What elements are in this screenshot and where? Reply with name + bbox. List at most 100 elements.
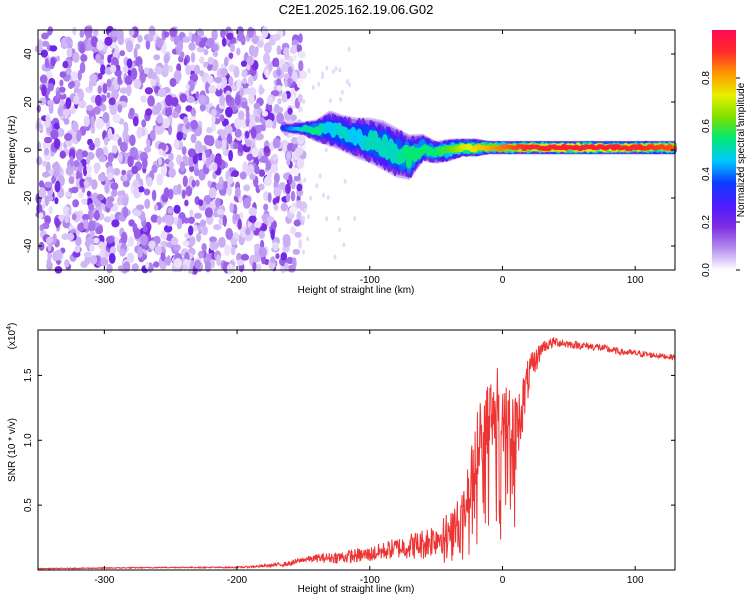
spectrogram-noise-cell <box>227 185 232 197</box>
spectrogram-noise-cell <box>215 197 221 208</box>
spectrogram-noise-cell <box>276 45 282 56</box>
spectrogram-noise-cell <box>99 247 107 260</box>
spectrogram-noise-cell <box>219 114 225 122</box>
spectrogram-noise-cell <box>144 198 151 209</box>
spectrogram-noise-cell <box>95 53 101 64</box>
spectrogram-noise-cell <box>179 93 187 103</box>
spectrogram-noise-cell <box>297 106 303 113</box>
snr-frame <box>37 329 676 571</box>
spectrogram-noise-cell <box>338 67 342 73</box>
spectrogram-noise-cell <box>96 39 104 51</box>
spectrogram-noise-cell <box>173 138 180 150</box>
spectrogram-noise-cell <box>176 217 183 230</box>
spectrogram-noise-cell <box>98 154 107 163</box>
spectrogram-noise-cell <box>75 148 84 161</box>
spectrogram-noise-cell <box>42 141 51 150</box>
spectrogram-noise-cell <box>253 102 261 110</box>
spectrogram-noise-cell <box>238 110 245 120</box>
spectrogram-noise-cell <box>225 94 232 104</box>
snr-x-tick-label: -300 <box>94 575 114 586</box>
spectrogram-noise-cell <box>119 141 128 153</box>
spectrogram-noise-cell <box>102 83 108 94</box>
spectrogram-noise-cell <box>59 71 66 78</box>
spectrogram-noise-cell <box>345 79 349 85</box>
spectrogram-noise-cell <box>144 146 152 153</box>
spectrogram-noise-cell <box>105 201 114 209</box>
spectrogram-noise-cell <box>46 258 52 268</box>
spectrogram-noise-cell <box>203 61 209 68</box>
snr-x-tick-label: -100 <box>360 575 380 586</box>
spectrogram-noise-cell <box>256 40 264 48</box>
spectrogram-noise-cell <box>132 116 139 127</box>
spectrogram-noise-cell <box>201 243 207 252</box>
spectrogram-noise-cell <box>73 95 80 105</box>
spectrogram-y-tick-label: 0 <box>23 147 34 153</box>
spectrogram-noise-cell <box>98 241 105 250</box>
spectrogram-noise-cell <box>286 151 291 161</box>
spectrogram-noise-cell <box>122 195 129 207</box>
spectrogram-noise-cell <box>191 179 196 188</box>
spectrogram-noise-cell <box>280 252 288 261</box>
spectrogram-noise-cell <box>353 216 357 221</box>
spectrogram-noise-cell <box>70 105 76 115</box>
spectrogram-noise-cell <box>194 212 202 219</box>
spectrogram-noise-cell <box>225 228 233 240</box>
spectrogram-noise-cell <box>296 78 302 89</box>
spectrogram-noise-cell <box>275 253 280 260</box>
spectrogram-noise-cell <box>137 246 144 258</box>
spectrogram-noise-cell <box>93 106 101 115</box>
snr-x-label: Height of straight line (km) <box>298 584 415 595</box>
spectrogram-noise-cell <box>258 230 265 239</box>
spectrogram-noise-cell <box>223 244 231 256</box>
spectrogram-noise-cell <box>93 237 100 244</box>
spectrogram-noise-cell <box>296 134 305 145</box>
spectrogram-noise-cell <box>270 90 280 97</box>
spectrogram-noise-cell <box>221 37 227 47</box>
spectrogram-noise-cell <box>289 226 297 235</box>
spectrogram-noise-cell <box>111 219 120 228</box>
spectrogram-noise-cell <box>80 260 88 268</box>
spectrogram-noise-cell <box>78 191 84 198</box>
spectrogram-noise-cell <box>317 81 321 87</box>
spectrogram-noise-cell <box>236 79 242 90</box>
spectrogram-noise-cell <box>41 84 47 97</box>
spectrogram-noise-cell <box>119 87 128 94</box>
spectrogram-noise-cell <box>237 143 244 153</box>
spectrogram-noise-cell <box>179 51 185 59</box>
spectrogram-noise-cell <box>64 214 70 224</box>
spectrogram-y-tick-label: -20 <box>23 190 34 205</box>
spectrogram-noise-cell <box>273 187 281 197</box>
spectrogram-noise-cell <box>263 175 272 187</box>
spectrogram-noise-cell <box>183 217 190 224</box>
spectrogram-noise-cell <box>39 74 48 84</box>
spectrogram-noise-cell <box>295 146 304 157</box>
spectrogram-noise-cell <box>266 96 274 105</box>
spectrogram-noise-cell <box>173 204 181 214</box>
spectrogram-noise-cell <box>244 235 253 242</box>
snr-x-axis: -300 -200 -100 0 100 <box>94 330 644 586</box>
spectrogram-noise-cell <box>122 130 128 141</box>
spectrogram-noise-cell <box>106 263 113 274</box>
spectrogram-noise-cell <box>218 176 224 185</box>
spectrogram-noise-cell <box>206 37 215 49</box>
spectrogram-noise-cell <box>296 157 305 169</box>
spectrogram-noise-cell <box>160 240 169 248</box>
spectrogram-noise-cell <box>239 171 247 180</box>
spectrogram-noise-cell <box>106 78 112 88</box>
colorbar-tick-label: 0.8 <box>701 71 712 85</box>
snr-y-tick-label: 1.5 <box>23 368 34 382</box>
spectrogram-noise-cell <box>293 175 301 182</box>
spectrogram-noise-cell <box>154 124 163 135</box>
spectrogram-noise-cell <box>287 143 295 151</box>
spectrogram-noise-cell <box>263 42 272 54</box>
spectrogram-noise-cell <box>188 225 194 236</box>
spectrogram-noise-cell <box>233 142 239 150</box>
spectrogram-noise-cell <box>151 189 157 202</box>
spectrogram-noise-cell <box>55 90 61 100</box>
spectrogram-noise-cell <box>182 240 190 247</box>
spectrogram-noise-cell <box>162 117 171 129</box>
spectrogram-noise-cell <box>62 205 68 215</box>
spectrogram-noise-cell <box>97 85 102 94</box>
spectrogram-noise-cell <box>79 43 86 54</box>
spectrogram-noise-cell <box>307 68 311 74</box>
